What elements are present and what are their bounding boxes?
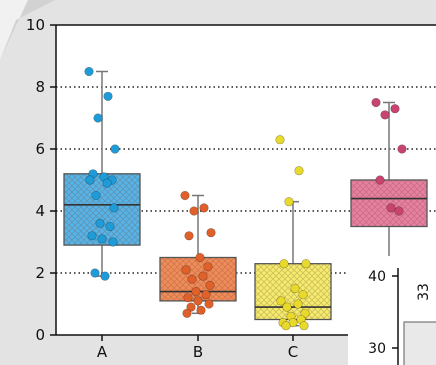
data-point-D (390, 104, 400, 114)
data-point-B (180, 190, 190, 201)
data-point-D (397, 144, 407, 154)
data-point-B (189, 206, 199, 216)
inset-y-tick-label: 40 (368, 269, 386, 285)
data-point-C (279, 259, 289, 269)
data-point-C (293, 299, 303, 309)
data-point-A (93, 113, 103, 123)
data-point-C (290, 283, 300, 294)
data-point-B (206, 228, 216, 238)
data-point-B (195, 252, 205, 263)
inset-bar (403, 321, 436, 365)
data-point-A (95, 218, 105, 228)
data-point-B (182, 308, 192, 318)
data-point-D (380, 110, 390, 120)
data-point-C (276, 296, 286, 306)
x-tick-label: B (193, 343, 203, 361)
y-tick-label: 8 (35, 78, 45, 96)
x-tick-label: C (288, 343, 298, 361)
y-tick-label: 10 (26, 16, 45, 34)
data-point-B (183, 293, 193, 303)
data-point-A (87, 231, 97, 241)
data-point-C (282, 302, 292, 312)
data-point-C (298, 290, 308, 300)
data-point-B (184, 231, 194, 241)
data-point-B (191, 287, 201, 297)
data-point-A (100, 271, 110, 281)
data-point-A (109, 203, 119, 213)
data-point-A (102, 178, 112, 188)
data-point-C (301, 259, 311, 269)
data-point-A (108, 237, 118, 247)
data-point-C (275, 135, 285, 145)
data-point-B (187, 274, 197, 284)
box-A (63, 173, 141, 246)
data-point-C (281, 321, 291, 331)
data-point-D (386, 203, 396, 213)
data-point-D (371, 97, 381, 108)
x-tick-label: A (97, 343, 108, 361)
data-point-C (300, 308, 310, 318)
data-point-A (85, 175, 95, 185)
y-tick-label: 6 (35, 140, 45, 158)
data-point-C (294, 166, 304, 176)
data-point-A (105, 221, 115, 232)
data-point-B (181, 265, 191, 275)
data-point-B (201, 290, 211, 300)
inset-value-label: 33 (416, 283, 432, 301)
data-point-B (205, 280, 215, 291)
data-point-A (90, 268, 100, 278)
data-point-B (199, 203, 209, 213)
data-point-C (299, 321, 309, 331)
y-tick-label: 4 (35, 202, 45, 220)
data-point-A (84, 66, 94, 77)
page-curl-shadow (0, 0, 55, 60)
data-point-B (196, 305, 206, 315)
data-point-D (394, 206, 404, 216)
data-point-A (103, 91, 113, 101)
inset-plot: 30 40 33 (348, 256, 436, 365)
box-D (350, 179, 428, 228)
data-point-A (91, 190, 101, 201)
data-point-A (97, 234, 107, 244)
data-point-B (203, 262, 213, 272)
data-point-B (193, 296, 203, 306)
data-point-C (284, 197, 294, 207)
data-point-A (110, 144, 120, 154)
inset-y-tick-label: 30 (368, 341, 386, 357)
data-point-B (198, 271, 208, 281)
data-point-D (375, 175, 385, 185)
data-point-B (186, 302, 196, 312)
y-tick-label: 0 (35, 326, 45, 344)
data-point-B (204, 299, 214, 309)
y-tick-label: 2 (35, 264, 45, 282)
